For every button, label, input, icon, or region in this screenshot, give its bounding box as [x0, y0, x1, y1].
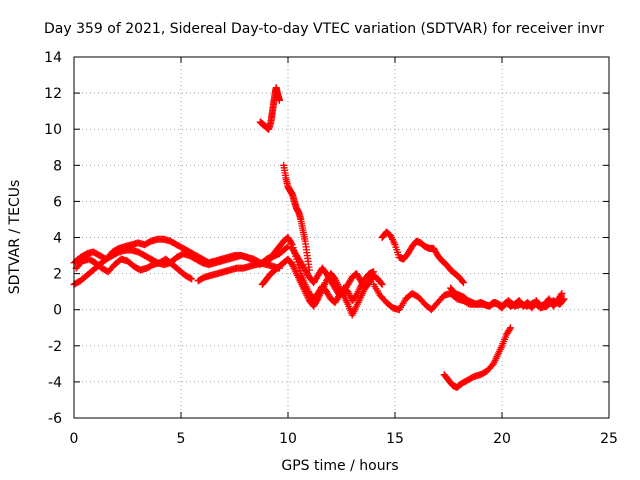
- x-tick-label: 10: [279, 431, 297, 447]
- data-marks: [70, 84, 568, 391]
- plot-frame: [73, 56, 610, 419]
- series-seg13: [440, 324, 515, 391]
- series-seg8: [256, 84, 283, 133]
- data-point: [459, 279, 467, 287]
- y-axis-title: SDTVAR / TECUs: [7, 180, 23, 295]
- data-point: [305, 266, 313, 274]
- data-point: [377, 279, 385, 287]
- x-tick-label: 20: [493, 431, 511, 447]
- data-point: [459, 278, 467, 286]
- series-seg9: [280, 161, 313, 274]
- x-tick-label: 25: [600, 431, 618, 447]
- data-point: [559, 296, 567, 304]
- y-tick-label: -4: [48, 375, 62, 391]
- data-point: [275, 96, 283, 104]
- x-axis-title: GPS time / hours: [281, 458, 398, 474]
- y-tick-label: 6: [53, 194, 62, 210]
- y-tick-label: -6: [48, 411, 62, 427]
- y-tick-label: 0: [53, 303, 62, 319]
- data-point: [186, 274, 194, 282]
- series-seg10: [378, 228, 467, 287]
- data-point: [378, 280, 386, 288]
- series-seg12: [447, 284, 566, 312]
- axis-ticks: 0 5 10 15 20 25 -6 -4 -2 0 2 4 6 8 10 12 14: [44, 50, 618, 447]
- y-tick-label: 14: [44, 50, 62, 66]
- x-tick-label: 15: [386, 431, 404, 447]
- y-tick-label: -2: [48, 339, 62, 355]
- data-point: [283, 244, 291, 252]
- data-point: [507, 324, 515, 332]
- y-tick-label: 8: [53, 158, 62, 174]
- data-point: [287, 239, 295, 247]
- x-tick-label: 0: [70, 431, 79, 447]
- y-tick-label: 4: [53, 231, 62, 247]
- y-tick-label: 12: [44, 86, 62, 102]
- data-point: [284, 243, 292, 251]
- data-point: [557, 291, 565, 299]
- y-tick-label: 10: [44, 122, 62, 138]
- data-point: [558, 289, 566, 297]
- chart-title: Day 359 of 2021, Sidereal Day-to-day VTE…: [44, 21, 604, 37]
- series-seg11: [370, 280, 568, 314]
- x-tick-label: 5: [177, 431, 186, 447]
- data-point: [506, 325, 514, 333]
- series-seg7: [288, 244, 386, 299]
- data-point: [188, 275, 196, 283]
- series-seg3: [72, 255, 196, 283]
- y-tick-label: 2: [53, 267, 62, 283]
